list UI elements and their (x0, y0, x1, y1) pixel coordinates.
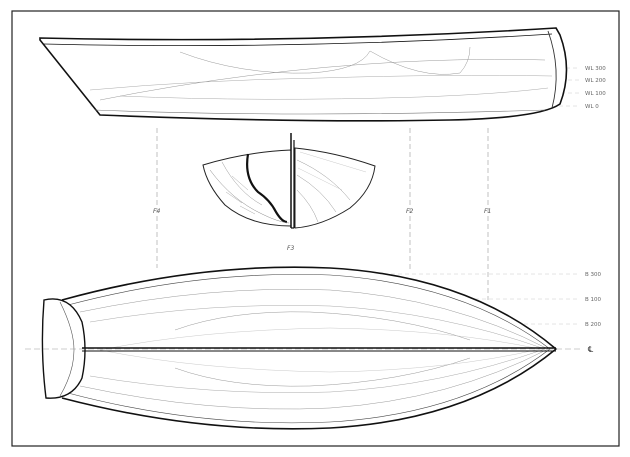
body-plan-forward-half (294, 147, 376, 229)
profile-buttock-2 (89, 75, 553, 91)
profile-rabbet (94, 109, 546, 115)
label-b-300: B 300 (585, 272, 602, 278)
label-b-200: B 200 (585, 322, 602, 328)
label-wl-200: WL 200 (585, 78, 606, 84)
profile-station-curve-2 (369, 46, 471, 75)
body-plan-fwd-section-3 (296, 189, 319, 223)
plan-buttock-curve-2 (174, 357, 471, 387)
body-plan-fwd-diagonals (297, 151, 367, 191)
station-lines: F4 F3 F2 F1 (153, 128, 491, 300)
body-plan-aft-section-2 (221, 161, 263, 206)
label-b-100: B 100 (585, 297, 602, 303)
body-plan-fwd-section-2 (296, 174, 337, 213)
sheet-border (11, 10, 620, 447)
body-plan-aft-section-1 (209, 169, 290, 224)
profile-stem (547, 30, 557, 109)
label-wl-0: WL 0 (585, 104, 599, 110)
profile-station-curve-1 (179, 50, 371, 74)
plan-view: B 300 B 100 B 200 ℄ (25, 266, 602, 430)
label-wl-100: WL 100 (585, 91, 606, 97)
body-plan-diagonals (225, 175, 256, 215)
profile-diagonal (119, 87, 549, 100)
body-plan-aft-half (202, 149, 292, 227)
plan-waterline-2 (89, 305, 546, 393)
label-station-f3: F3 (287, 245, 294, 252)
plan-transom-inner (59, 301, 75, 397)
label-centerline: ℄ (588, 345, 594, 354)
profile-buttock-1 (99, 59, 546, 101)
label-station-f1: F1 (484, 208, 491, 215)
plan-transom (41, 298, 86, 399)
body-plan-fwd-section-1 (296, 159, 351, 201)
label-station-f4: F4 (153, 208, 160, 215)
label-wl-300: WL 300 (585, 66, 606, 72)
profile-hull-outline (39, 27, 568, 122)
plan-diagonal-2 (99, 348, 541, 373)
plan-buttock-curve-1 (174, 311, 471, 341)
profile-gunwale (43, 33, 553, 47)
body-plan-heavy-section (246, 153, 288, 224)
label-station-f2: F2 (406, 208, 413, 215)
plan-diagonal-1 (99, 327, 541, 351)
body-plan-view (202, 133, 376, 229)
profile-view: WL 300 WL 200 WL 100 WL 0 (39, 27, 606, 122)
